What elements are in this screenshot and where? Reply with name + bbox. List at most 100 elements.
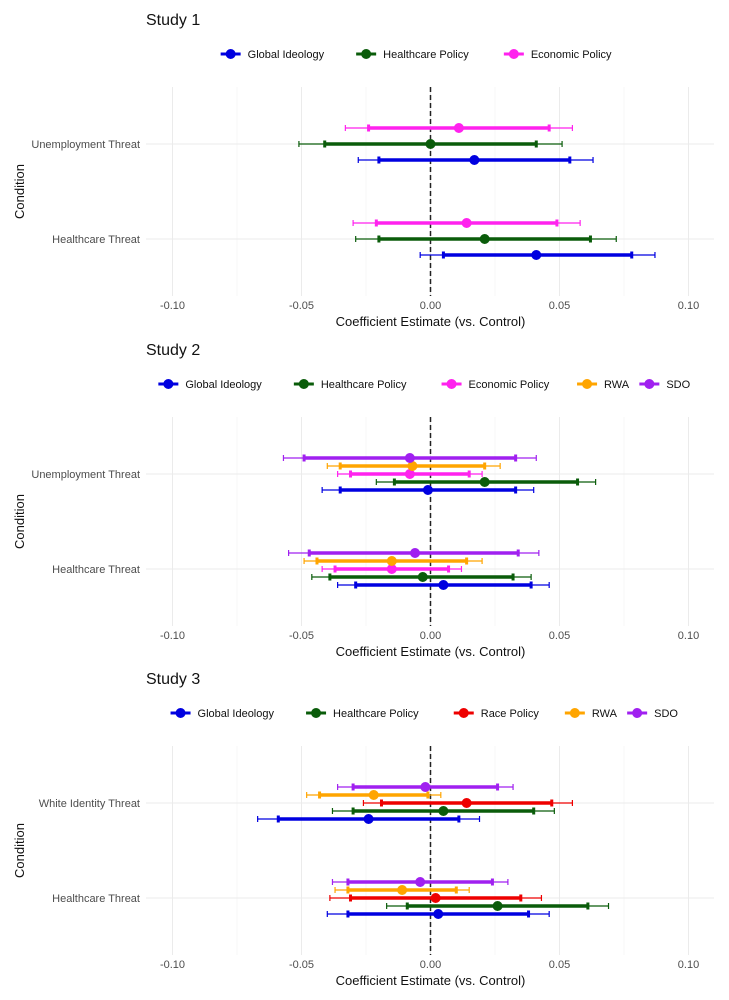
point-estimate [433, 909, 444, 919]
legend-key-dot [508, 49, 519, 59]
x-axis-label: Coefficient Estimate (vs. Control) [336, 644, 526, 659]
estimate-healthcare-threat [303, 556, 483, 566]
panel-3: Study 3 Global Ideology Healthcare Policy R… [12, 671, 714, 988]
legend-item-sdo: SDO [639, 379, 691, 391]
estimate-healthcare-threat [331, 877, 509, 887]
panel-2: Study 2 Global Ideology Healthcare Policy E… [12, 342, 714, 659]
x-tick-label: -0.10 [160, 300, 185, 312]
series-global-ideology [357, 155, 656, 260]
estimate-unemployment-threat [282, 453, 537, 463]
panel-1: Study 1 Global Ideology Healthcare Policy E… [12, 12, 714, 329]
legend-key-dot [175, 708, 186, 718]
y-axis-label: Condition [12, 823, 27, 878]
legend-item-healthcare-policy: Healthcare Policy [356, 49, 469, 61]
legend-item-healthcare-policy: Healthcare Policy [293, 379, 407, 391]
point-estimate [410, 548, 421, 558]
legend-key-dot [163, 379, 174, 389]
series-healthcare-policy [311, 477, 597, 582]
legend-item-race-policy: Race Policy [453, 708, 539, 720]
x-tick-label: 0.00 [420, 959, 441, 971]
point-estimate [386, 564, 397, 574]
estimate-unemployment-threat [344, 123, 574, 133]
series-economic-policy [321, 469, 483, 574]
legend-key-dot [361, 49, 372, 59]
point-estimate [417, 572, 428, 582]
x-axis-label: Coefficient Estimate (vs. Control) [336, 973, 526, 988]
legend-label: SDO [654, 708, 678, 720]
y-tick-label: Healthcare Threat [52, 564, 140, 576]
legend-item-economic-policy: Economic Policy [503, 49, 612, 61]
legend-item-global-ideology: Global Ideology [170, 708, 274, 720]
legend-label: Healthcare Policy [333, 708, 419, 720]
legend-label: Economic Policy [469, 379, 550, 391]
x-tick-label: -0.05 [289, 300, 314, 312]
x-tick-label: -0.10 [160, 630, 185, 642]
point-estimate [461, 798, 472, 808]
point-estimate [438, 580, 449, 590]
series-global-ideology [257, 814, 550, 919]
legend-label: Healthcare Policy [321, 379, 407, 391]
legend: Global Ideology Healthcare Policy Race Pol… [170, 708, 678, 720]
legend-key-dot [632, 708, 643, 718]
y-tick-label: Healthcare Threat [52, 893, 140, 905]
estimate-unemployment-threat [321, 485, 535, 495]
y-tick-label: White Identity Threat [39, 798, 140, 810]
legend-item-healthcare-policy: Healthcare Policy [306, 708, 419, 720]
legend-key-dot [225, 49, 236, 59]
legend-label: Economic Policy [531, 49, 612, 61]
estimate-healthcare-threat [337, 580, 550, 590]
panel-title: Study 2 [146, 342, 200, 359]
series-rwa [303, 461, 501, 566]
legend-item-sdo: SDO [627, 708, 678, 720]
x-tick-label: -0.05 [289, 959, 314, 971]
estimate-unemployment-threat [375, 477, 597, 487]
point-estimate [422, 485, 433, 495]
point-estimate [386, 556, 397, 566]
y-tick-label: Unemployment Threat [31, 139, 140, 151]
estimate-healthcare-threat [311, 572, 532, 582]
y-tick-label: Healthcare Threat [52, 234, 140, 246]
point-estimate [492, 901, 503, 911]
legend-key-dot [311, 708, 322, 718]
estimate-white-identity-threat [257, 814, 481, 824]
estimate-unemployment-threat [337, 469, 483, 479]
point-estimate [404, 453, 415, 463]
x-tick-label: 0.00 [420, 630, 441, 642]
x-tick-label: 0.05 [549, 300, 570, 312]
point-estimate [438, 806, 449, 816]
series-economic-policy [344, 123, 581, 228]
point-estimate [420, 782, 431, 792]
x-tick-label: -0.05 [289, 630, 314, 642]
point-estimate [363, 814, 374, 824]
y-tick-label: Unemployment Threat [31, 469, 140, 481]
estimate-unemployment-threat [357, 155, 594, 165]
estimate-healthcare-threat [288, 548, 540, 558]
legend: Global Ideology Healthcare Policy Economic… [158, 379, 691, 391]
estimate-white-identity-threat [362, 798, 574, 808]
estimate-white-identity-threat [337, 782, 514, 792]
legend-label: RWA [592, 708, 618, 720]
estimate-unemployment-threat [298, 139, 563, 149]
panel-title: Study 3 [146, 671, 200, 688]
x-tick-label: 0.05 [549, 630, 570, 642]
estimate-healthcare-threat [329, 893, 543, 903]
legend-key-dot [644, 379, 655, 389]
x-tick-label: 0.05 [549, 959, 570, 971]
estimate-healthcare-threat [321, 564, 463, 574]
legend-key-dot [569, 708, 580, 718]
series-healthcare-policy [298, 139, 617, 244]
estimate-white-identity-threat [306, 790, 442, 800]
y-axis-label: Condition [12, 164, 27, 219]
legend: Global Ideology Healthcare Policy Economic… [220, 49, 612, 61]
y-axis-label: Condition [12, 494, 27, 549]
x-tick-label: 0.10 [678, 300, 699, 312]
legend-label: Healthcare Policy [383, 49, 469, 61]
estimate-healthcare-threat [326, 909, 550, 919]
estimate-healthcare-threat [352, 218, 581, 228]
x-tick-label: 0.10 [678, 959, 699, 971]
legend-item-economic-policy: Economic Policy [441, 379, 550, 391]
legend-key-dot [582, 379, 593, 389]
point-estimate [479, 477, 490, 487]
point-estimate [407, 461, 418, 471]
legend-key-dot [298, 379, 309, 389]
